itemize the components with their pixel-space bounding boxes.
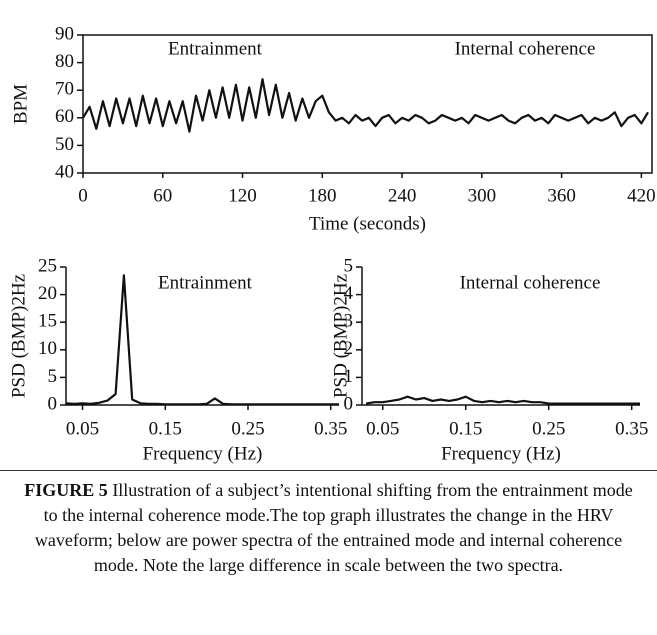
x-tick-label: 60: [153, 185, 172, 206]
x-tick-label: 240: [388, 185, 417, 206]
y-tick-label: 5: [344, 255, 354, 276]
y-tick-label: 50: [55, 134, 74, 155]
x-tick-label: 360: [547, 185, 576, 206]
line: [82, 78, 649, 133]
annotation: Internal coherence: [455, 38, 596, 59]
rule: [0, 470, 657, 471]
caption: FIGURE 5 Illustration of a subject’s int…: [20, 478, 637, 578]
x-axis-title: Frequency (Hz): [441, 443, 561, 464]
y-tick-label: 25: [38, 255, 57, 276]
y-tick-label: 40: [55, 161, 74, 182]
annotation: Internal coherence: [460, 272, 601, 293]
x-axis-title: Frequency (Hz): [143, 443, 263, 464]
x-tick-label: 0.15: [449, 418, 482, 439]
y-tick-label: 1: [344, 366, 354, 387]
x-tick-label: 420: [627, 185, 656, 206]
x-tick-label: 0.35: [314, 418, 347, 439]
x-tick-label: 300: [468, 185, 497, 206]
x-tick-label: 0.05: [366, 418, 399, 439]
y-tick-label: 3: [344, 311, 354, 332]
x-tick-label: 180: [308, 185, 337, 206]
annotation: Entrainment: [158, 272, 253, 293]
plot-frame: [82, 34, 653, 174]
y-tick-label: 15: [38, 311, 57, 332]
y-tick-label: 4: [344, 283, 354, 304]
x-tick-label: 0.15: [149, 418, 182, 439]
y-tick-label: 80: [55, 51, 74, 72]
y-tick-label: 70: [55, 79, 74, 100]
x-axis-title: Time (seconds): [309, 213, 426, 234]
y-tick-label: 0: [344, 393, 354, 414]
x-tick-label: 0.25: [231, 418, 264, 439]
y-tick-label: 0: [48, 393, 58, 414]
y-axis-title: PSD (BMP)2Hz: [330, 274, 351, 398]
x-tick-label: 0: [78, 185, 88, 206]
x-tick-label: 120: [228, 185, 257, 206]
y-axis-title: PSD (BMP)2Hz: [8, 274, 29, 398]
y-tick-label: 90: [55, 23, 74, 44]
y-tick-label: 20: [38, 283, 57, 304]
y-tick-label: 2: [344, 338, 354, 359]
x-tick-label: 0.05: [66, 418, 99, 439]
caption-text: Illustration of a subject’s intentional …: [34, 480, 633, 575]
y-tick-label: 60: [55, 106, 74, 127]
y-axis-title: BPM: [10, 84, 31, 124]
line: [65, 274, 339, 406]
caption-label: FIGURE 5: [24, 480, 108, 500]
x-tick-label: 0.35: [615, 418, 648, 439]
y-tick-label: 5: [48, 366, 58, 387]
line: [365, 395, 640, 405]
annotation: Entrainment: [168, 38, 263, 59]
y-tick-label: 10: [38, 338, 57, 359]
x-tick-label: 0.25: [532, 418, 565, 439]
